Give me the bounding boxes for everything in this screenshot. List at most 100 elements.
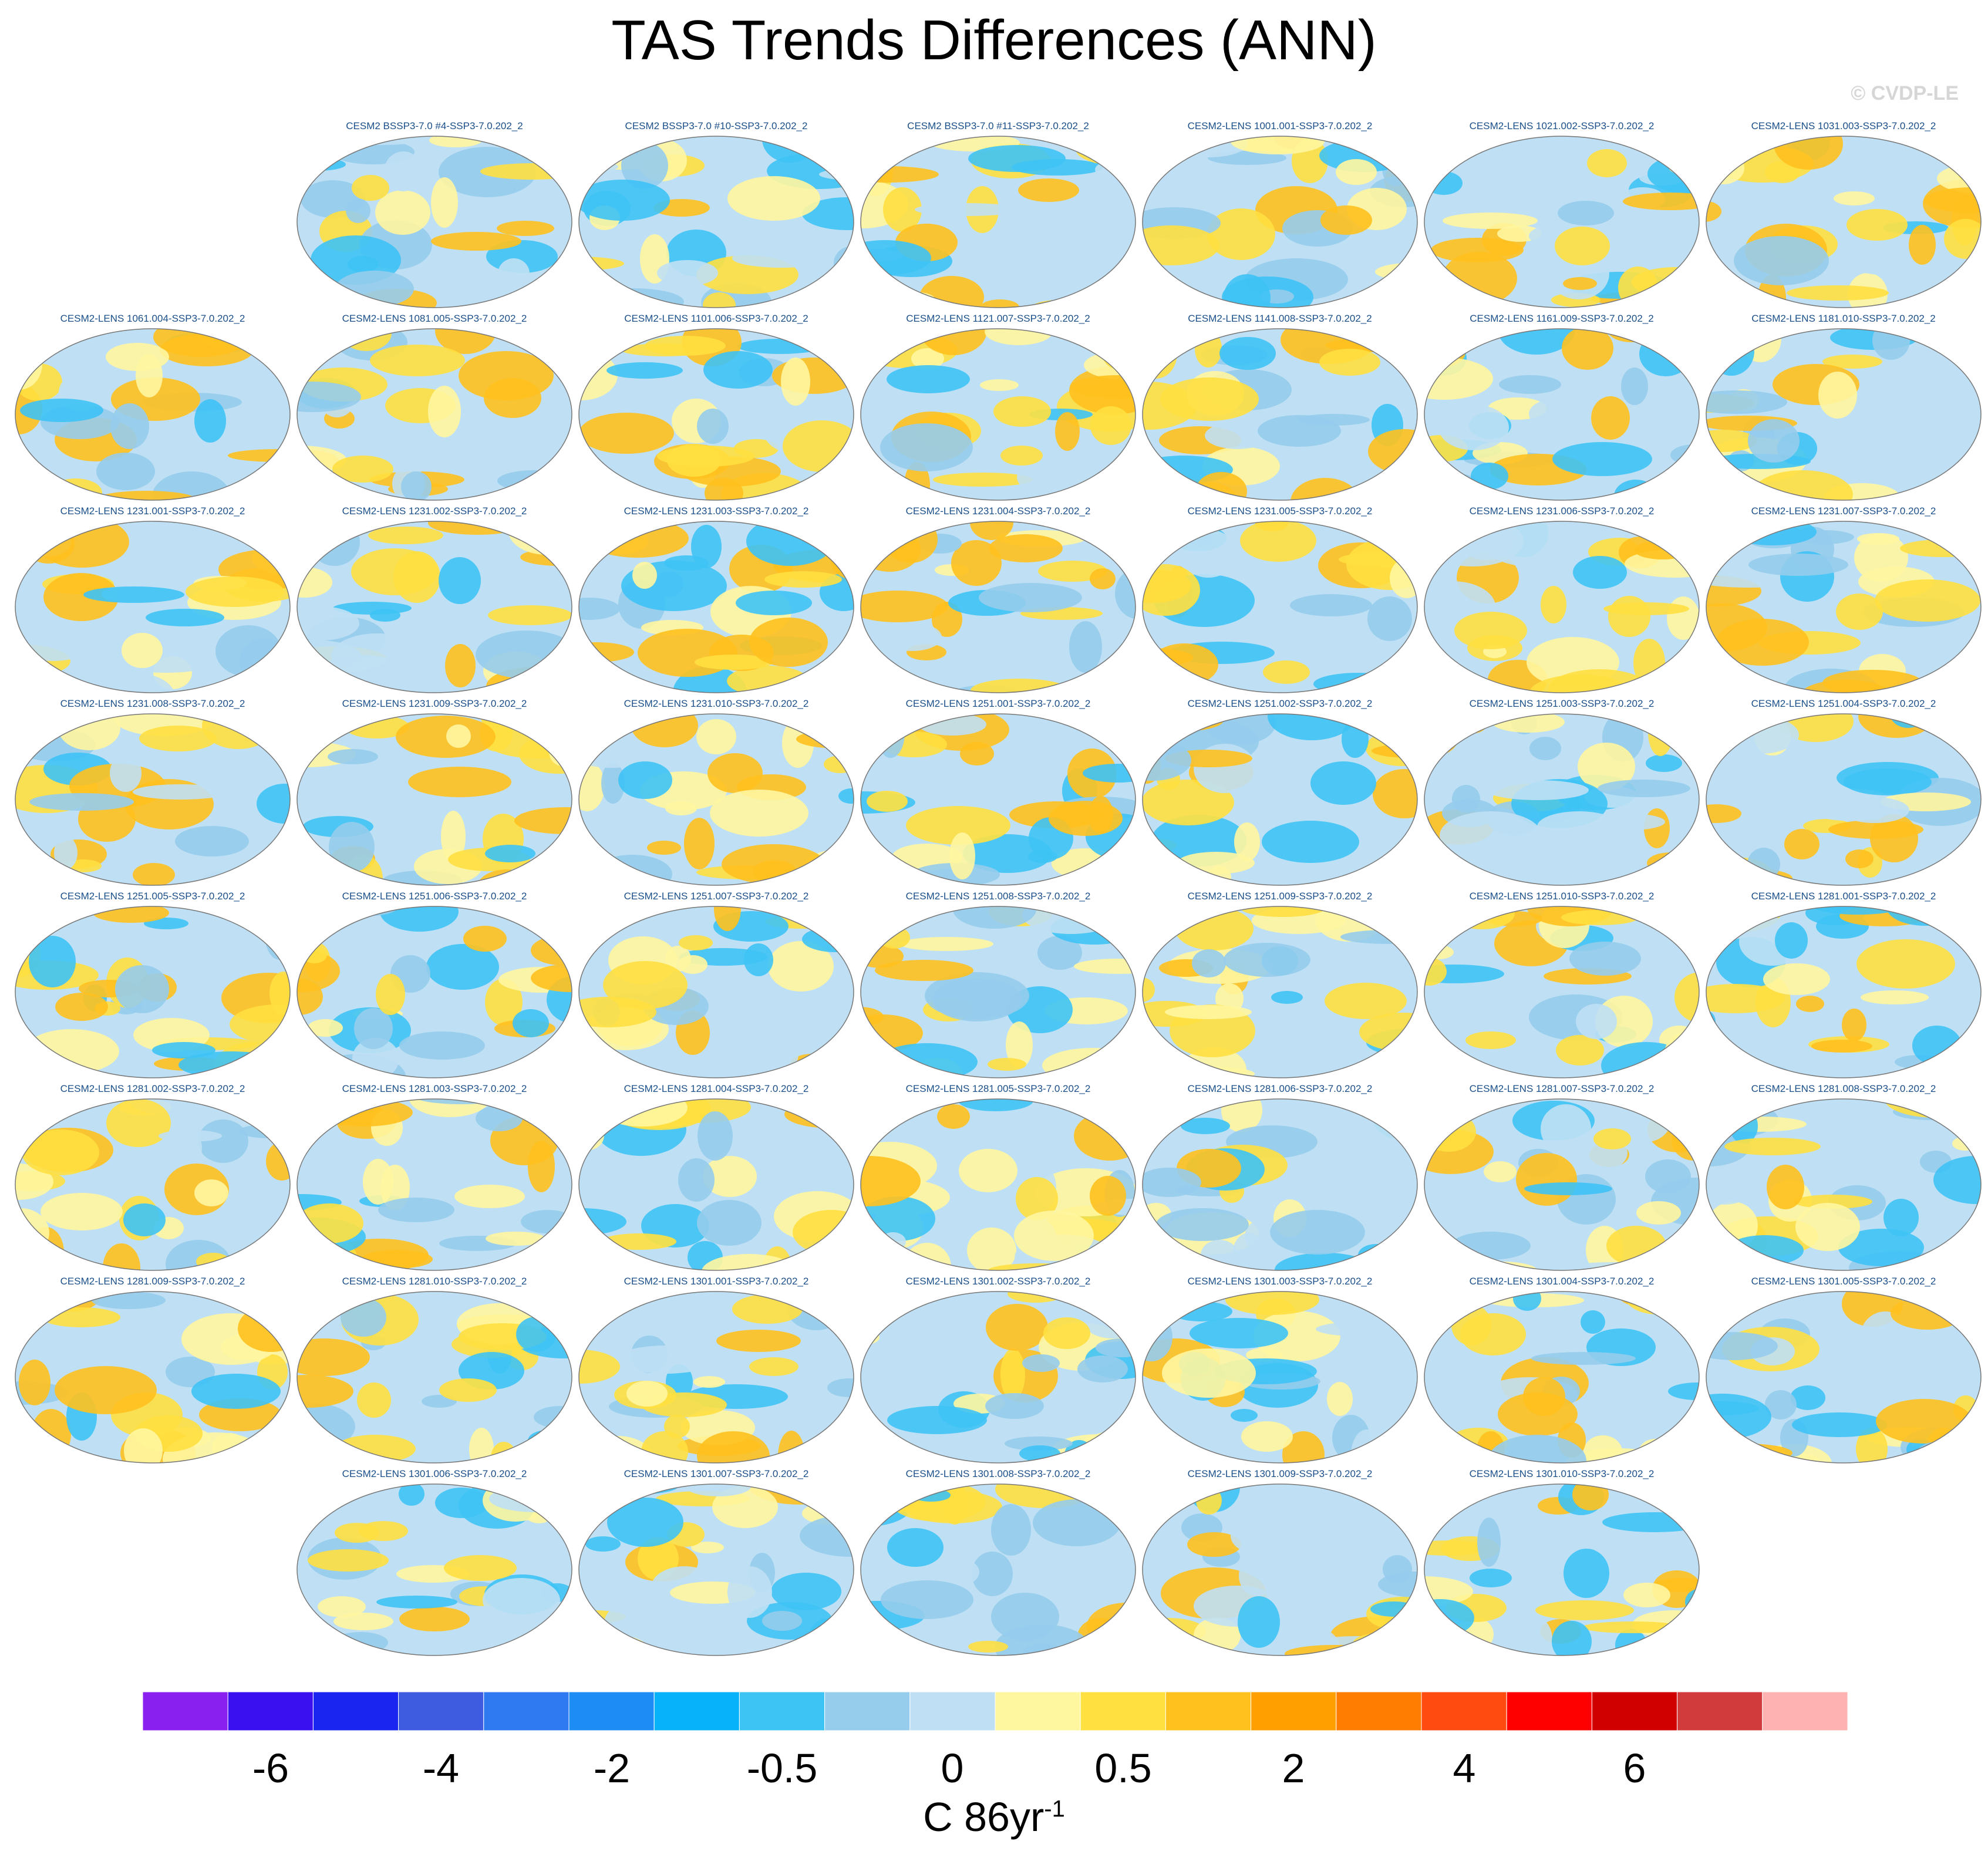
globe-map <box>860 521 1136 693</box>
map-panel: CESM2-LENS 1231.002-SSP3-7.0.202_2 <box>294 505 575 696</box>
map-panel: CESM2-LENS 1121.007-SSP3-7.0.202_2 <box>857 312 1139 504</box>
map-panel: CESM2-LENS 1141.008-SSP3-7.0.202_2 <box>1139 312 1421 504</box>
colorbar-box <box>995 1691 1081 1731</box>
map-panel: CESM2-LENS 1301.003-SSP3-7.0.202_2 <box>1139 1275 1421 1466</box>
map-panel: CESM2-LENS 1301.002-SSP3-7.0.202_2 <box>857 1275 1139 1466</box>
colorbar-box <box>568 1691 655 1731</box>
panel-label: CESM2-LENS 1101.006-SSP3-7.0.202_2 <box>624 313 808 324</box>
panel-label: CESM2-LENS 1231.010-SSP3-7.0.202_2 <box>624 698 809 709</box>
globe-map <box>1706 521 1982 693</box>
map-panel: CESM2-LENS 1231.007-SSP3-7.0.202_2 <box>1703 505 1984 696</box>
globe-map <box>1424 136 1700 308</box>
globe-map <box>1706 136 1982 308</box>
panel-label: CESM2-LENS 1281.002-SSP3-7.0.202_2 <box>60 1083 245 1094</box>
globe-map <box>1706 328 1982 501</box>
globe-map <box>296 136 572 308</box>
panel-label: CESM2-LENS 1251.010-SSP3-7.0.202_2 <box>1469 891 1655 902</box>
panel-label: CESM2-LENS 1161.009-SSP3-7.0.202_2 <box>1470 313 1654 324</box>
colorbar-box <box>1165 1691 1252 1731</box>
panel-label: CESM2-LENS 1121.007-SSP3-7.0.202_2 <box>906 313 1090 324</box>
colorbar-tick-label: 0 <box>941 1745 964 1791</box>
panel-label: CESM2-LENS 1301.008-SSP3-7.0.202_2 <box>905 1468 1091 1479</box>
map-panel: CESM2-LENS 1251.003-SSP3-7.0.202_2 <box>1421 697 1703 889</box>
globe-map <box>1142 136 1418 308</box>
figure-title: TAS Trends Differences (ANN) <box>611 9 1377 72</box>
map-panel: CESM2-LENS 1251.004-SSP3-7.0.202_2 <box>1703 697 1984 889</box>
colorbar-box <box>1251 1691 1337 1731</box>
colorbar-box <box>398 1691 484 1731</box>
panel-label: CESM2 BSSP3-7.0 #11-SSP3-7.0.202_2 <box>907 120 1089 131</box>
panel-label: CESM2-LENS 1231.005-SSP3-7.0.202_2 <box>1187 505 1373 517</box>
globe-map <box>1142 713 1418 886</box>
globe-map <box>1424 1483 1700 1656</box>
map-panel: CESM2-LENS 1301.010-SSP3-7.0.202_2 <box>1421 1468 1703 1659</box>
panel-label: CESM2-LENS 1301.002-SSP3-7.0.202_2 <box>905 1276 1091 1287</box>
map-panel: CESM2-LENS 1231.008-SSP3-7.0.202_2 <box>12 697 294 889</box>
colorbar-boxes <box>142 1691 1848 1731</box>
globe-map <box>1142 521 1418 693</box>
globe-map <box>15 1291 291 1464</box>
map-panel: CESM2-LENS 1101.006-SSP3-7.0.202_2 <box>575 312 857 504</box>
colorbar-box <box>1336 1691 1422 1731</box>
globe-map <box>1424 1098 1700 1271</box>
map-panel: CESM2-LENS 1281.009-SSP3-7.0.202_2 <box>12 1275 294 1466</box>
map-panel: CESM2-LENS 1251.007-SSP3-7.0.202_2 <box>575 890 857 1081</box>
globe-map <box>578 1483 854 1656</box>
globe-map <box>860 906 1136 1078</box>
globe-map <box>578 713 854 886</box>
map-panel: CESM2-LENS 1251.005-SSP3-7.0.202_2 <box>12 890 294 1081</box>
map-panel: CESM2-LENS 1281.008-SSP3-7.0.202_2 <box>1703 1083 1984 1274</box>
panel-label: CESM2-LENS 1231.009-SSP3-7.0.202_2 <box>342 698 527 709</box>
panel-label: CESM2-LENS 1251.006-SSP3-7.0.202_2 <box>342 891 527 902</box>
globe-map <box>1424 1291 1700 1464</box>
colorbar-box <box>909 1691 996 1731</box>
colorbar-box <box>483 1691 570 1731</box>
panel-label: CESM2-LENS 1251.004-SSP3-7.0.202_2 <box>1751 698 1936 709</box>
panel-label: CESM2-LENS 1301.007-SSP3-7.0.202_2 <box>624 1468 809 1479</box>
map-panel: CESM2-LENS 1001.001-SSP3-7.0.202_2 <box>1139 120 1421 311</box>
globe-map <box>15 521 291 693</box>
globe-map <box>1142 328 1418 501</box>
map-panel: CESM2-LENS 1301.001-SSP3-7.0.202_2 <box>575 1275 857 1466</box>
panel-label: CESM2-LENS 1301.001-SSP3-7.0.202_2 <box>624 1276 809 1287</box>
globe-map <box>578 906 854 1078</box>
colorbar-units-exponent: -1 <box>1044 1796 1065 1822</box>
map-panel: CESM2-LENS 1231.009-SSP3-7.0.202_2 <box>294 697 575 889</box>
panel-label: CESM2-LENS 1281.009-SSP3-7.0.202_2 <box>60 1276 245 1287</box>
panel-label: CESM2 BSSP3-7.0 #10-SSP3-7.0.202_2 <box>625 120 808 131</box>
globe-map <box>1706 1098 1982 1271</box>
map-panel: CESM2-LENS 1251.009-SSP3-7.0.202_2 <box>1139 890 1421 1081</box>
colorbar-box <box>1677 1691 1763 1731</box>
panel-label: CESM2-LENS 1231.008-SSP3-7.0.202_2 <box>60 698 245 709</box>
colorbar-tick-label: -4 <box>422 1745 460 1791</box>
globe-map <box>860 713 1136 886</box>
map-panel: CESM2-LENS 1231.010-SSP3-7.0.202_2 <box>575 697 857 889</box>
colorbar-tick-label: -6 <box>252 1745 289 1791</box>
panel-label: CESM2-LENS 1251.009-SSP3-7.0.202_2 <box>1187 891 1373 902</box>
globe-map <box>296 906 572 1078</box>
map-panel: CESM2-LENS 1301.008-SSP3-7.0.202_2 <box>857 1468 1139 1659</box>
globe-map <box>578 136 854 308</box>
panel-label: CESM2-LENS 1231.003-SSP3-7.0.202_2 <box>624 505 809 517</box>
panel-label: CESM2-LENS 1021.002-SSP3-7.0.202_2 <box>1469 120 1655 131</box>
map-panel: CESM2-LENS 1301.004-SSP3-7.0.202_2 <box>1421 1275 1703 1466</box>
globe-map <box>296 328 572 501</box>
globe-map <box>1706 906 1982 1078</box>
map-panel: CESM2 BSSP3-7.0 #4-SSP3-7.0.202_2 <box>294 120 575 311</box>
colorbar-box <box>312 1691 399 1731</box>
map-panel: CESM2-LENS 1231.006-SSP3-7.0.202_2 <box>1421 505 1703 696</box>
colorbar-tick-label: -0.5 <box>746 1745 818 1791</box>
map-panel: CESM2-LENS 1251.006-SSP3-7.0.202_2 <box>294 890 575 1081</box>
globe-map <box>15 906 291 1078</box>
panel-label: CESM2-LENS 1251.005-SSP3-7.0.202_2 <box>60 891 245 902</box>
globe-map <box>1706 1291 1982 1464</box>
colorbar-box <box>1591 1691 1678 1731</box>
globe-map <box>1142 1291 1418 1464</box>
panel-label: CESM2-LENS 1231.007-SSP3-7.0.202_2 <box>1751 505 1936 517</box>
panel-label: CESM2-LENS 1251.002-SSP3-7.0.202_2 <box>1187 698 1373 709</box>
map-panel: CESM2-LENS 1251.002-SSP3-7.0.202_2 <box>1139 697 1421 889</box>
map-panel: CESM2-LENS 1231.005-SSP3-7.0.202_2 <box>1139 505 1421 696</box>
panel-label: CESM2-LENS 1001.001-SSP3-7.0.202_2 <box>1187 120 1373 131</box>
map-panel: CESM2-LENS 1281.004-SSP3-7.0.202_2 <box>575 1083 857 1274</box>
panel-label: CESM2-LENS 1141.008-SSP3-7.0.202_2 <box>1188 313 1372 324</box>
